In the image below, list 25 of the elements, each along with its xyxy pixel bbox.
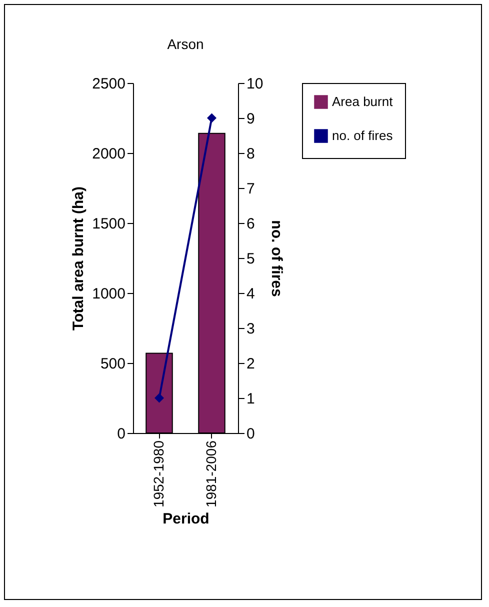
y2-tick-label: 5 (246, 250, 255, 268)
x-tick-label: 1981-2006 (202, 440, 219, 508)
y2-tick-label: 0 (246, 426, 255, 442)
y2-axis-title: no. of fires (268, 220, 286, 297)
y2-tick-label: 1 (246, 390, 255, 408)
y2-tick-label: 3 (246, 320, 255, 338)
y-tick-label: 2500 (92, 76, 126, 92)
y2-tick-label: 8 (246, 146, 255, 162)
y-tick-label: 1500 (92, 216, 126, 232)
y-tick-label: 2000 (92, 146, 126, 162)
y-tick-label: 0 (117, 426, 126, 442)
y2-tick-label: 2 (246, 356, 255, 372)
x-tick-label: 1952-1980 (150, 440, 166, 508)
y2-tick-label: 10 (246, 76, 264, 92)
y2-tick-label: 4 (246, 286, 255, 302)
y2-tick-label: 9 (246, 110, 255, 128)
y2-tick-label: 7 (246, 180, 255, 198)
chart-title: Arson (167, 36, 204, 52)
y2-tick-label: 6 (246, 216, 255, 232)
y-tick-label: 500 (100, 356, 126, 372)
y-axis-title: Total area burnt (ha) (70, 186, 88, 330)
legend-label: no. of fires (332, 128, 394, 143)
legend-label: Area burnt (332, 94, 394, 109)
x-axis-title: Period (162, 510, 210, 528)
y-tick-label: 1000 (92, 286, 126, 302)
